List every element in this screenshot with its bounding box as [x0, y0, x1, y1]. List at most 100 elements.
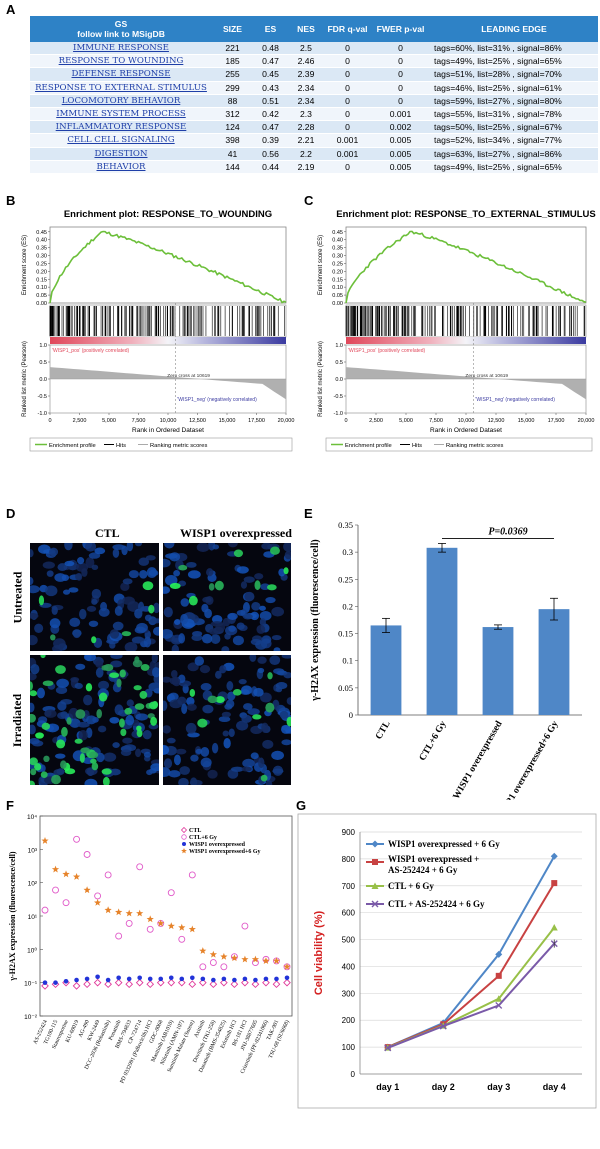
y-tick-label: 400: [342, 962, 356, 971]
wisp-point: [84, 976, 90, 982]
fwer-cell: 0: [371, 94, 430, 108]
x-tick-label: 15,000: [219, 418, 236, 424]
micrograph-wisp-untreated: [163, 543, 291, 651]
enrichment-profile-line: [345, 230, 587, 304]
ctl-point: [93, 978, 102, 987]
nucleus: [265, 780, 273, 785]
x-tick-label: 20,000: [278, 418, 295, 424]
wisp-point: [263, 976, 269, 982]
x-tick-label: 5,000: [102, 418, 116, 424]
gene-set-cell: RESPONSE TO EXTERNAL STIMULUS: [30, 81, 212, 95]
gene-set-link[interactable]: IMMUNE RESPONSE: [73, 43, 169, 54]
panel-label-f: F: [6, 798, 14, 813]
gene-set-link[interactable]: DEFENSE RESPONSE: [71, 69, 171, 80]
nucleus: [53, 769, 65, 776]
x-tick-label: 7,500: [132, 418, 146, 424]
header-leading-edge: LEADING EDGE: [430, 16, 598, 42]
nucleus: [38, 544, 51, 554]
gene-set-link[interactable]: RESPONSE TO WOUNDING: [58, 56, 184, 67]
h2ax-focus: [207, 695, 218, 704]
wisp-irradiated-point: [157, 919, 165, 927]
wisp-point: [284, 975, 290, 981]
nucleus: [211, 742, 219, 754]
es-tick-label: 0.10: [332, 285, 343, 291]
legend-label: CTL + AS-252424 + 6 Gy: [388, 899, 485, 909]
ctl-irradiated-point: [52, 886, 59, 894]
h2ax-focus: [169, 582, 181, 589]
nucleus: [200, 746, 210, 757]
h2ax-focus: [56, 739, 66, 749]
nucleus: [241, 766, 252, 772]
x-tick-label: 2,500: [369, 418, 383, 424]
nucleus: [196, 543, 210, 553]
nucleus: [228, 728, 235, 738]
h2ax-focus: [233, 549, 244, 558]
h2ax-focus: [42, 680, 54, 687]
nucleus: [185, 722, 197, 734]
nucleus: [238, 679, 247, 685]
h2ax-focus: [75, 709, 86, 719]
h2ax-focus: [64, 768, 76, 775]
h2ax-focus: [98, 692, 108, 702]
wisp-irradiated-point: [115, 908, 123, 916]
enrichment-title: Enrichment plot: RESPONSE_TO_WOUNDING: [64, 209, 272, 220]
gene-set-link[interactable]: IMMUNE SYSTEM PROCESS: [56, 109, 186, 120]
nucleus: [166, 737, 176, 744]
ctl-point: [114, 978, 123, 987]
table-row: DIGESTION 41 0.56 2.2 0.001 0.005 tags=63%, li…: [30, 147, 598, 161]
category-label: CTL: [374, 720, 392, 742]
nucleus: [103, 752, 117, 762]
legend-wisp-marker: [182, 842, 186, 846]
leading-edge-cell: tags=60%, list=31% , signal=86%: [430, 42, 598, 56]
gene-set-cell: LOCOMOTORY BEHAVIOR: [30, 94, 212, 108]
gene-set-link[interactable]: LOCOMOTORY BEHAVIOR: [61, 95, 181, 106]
ctl-point: [104, 980, 112, 989]
es-tick-label: 0.40: [332, 238, 343, 244]
nucleus: [206, 568, 214, 577]
nucleus: [78, 729, 88, 741]
nucleus: [207, 769, 218, 779]
nucleus: [251, 601, 261, 611]
y-tick-label: 10⁰: [27, 946, 37, 954]
x-tick-label: 17,500: [548, 418, 565, 424]
ranking-color-bar: [346, 337, 586, 344]
leading-edge-cell: tags=52%, list=34% , signal=77%: [430, 133, 598, 148]
wisp-point: [211, 977, 216, 983]
nucleus: [261, 722, 269, 733]
y-tick-label: 10⁻²: [24, 1014, 38, 1021]
nucleus: [208, 543, 216, 551]
nucleus: [57, 563, 68, 572]
nucleus: [271, 634, 282, 641]
fwer-cell: 0.005: [371, 147, 430, 161]
gene-set-link[interactable]: DIGESTION: [94, 148, 148, 159]
category-label: WISP1 overexpressed+6 Gy: [495, 719, 560, 800]
y-axis-label: γ-H2AX expression (fluorescence/cell): [8, 851, 17, 982]
gene-set-link[interactable]: BEHAVIOR: [96, 161, 146, 172]
gene-set-link[interactable]: CELL CELL SIGNALING: [67, 135, 175, 146]
gene-set-link[interactable]: INFLAMMATORY RESPONSE: [55, 122, 187, 133]
es-tick-label: 0.05: [36, 293, 47, 299]
h2ax-focus: [40, 655, 46, 659]
ctl-point: [209, 980, 218, 989]
nucleus: [42, 561, 55, 569]
negative-label: 'WISP1_neg' (negatively correlated): [475, 397, 555, 403]
legend-marker: [371, 900, 379, 908]
nucleus: [190, 777, 198, 785]
nucleus: [109, 629, 120, 639]
nucleus: [242, 758, 255, 768]
gene-set-cell: INFLAMMATORY RESPONSE: [30, 120, 212, 135]
nucleus: [232, 635, 244, 646]
wisp-irradiated-point: [51, 865, 60, 873]
nucleus: [131, 636, 145, 644]
table-row: BEHAVIOR 144 0.44 2.19 0 0.005 tags=49%, list=…: [30, 160, 598, 174]
header-es: ES: [253, 16, 288, 42]
x-tick-label: 10,000: [160, 418, 177, 424]
panel-label-a: A: [6, 2, 16, 17]
nucleus: [122, 578, 133, 585]
nucleus: [186, 703, 197, 711]
h2ax-focus: [208, 583, 215, 591]
nucleus: [187, 732, 200, 738]
gene-set-link[interactable]: RESPONSE TO EXTERNAL STIMULUS: [35, 82, 207, 93]
nucleus: [124, 642, 138, 651]
nucleus: [69, 617, 81, 628]
